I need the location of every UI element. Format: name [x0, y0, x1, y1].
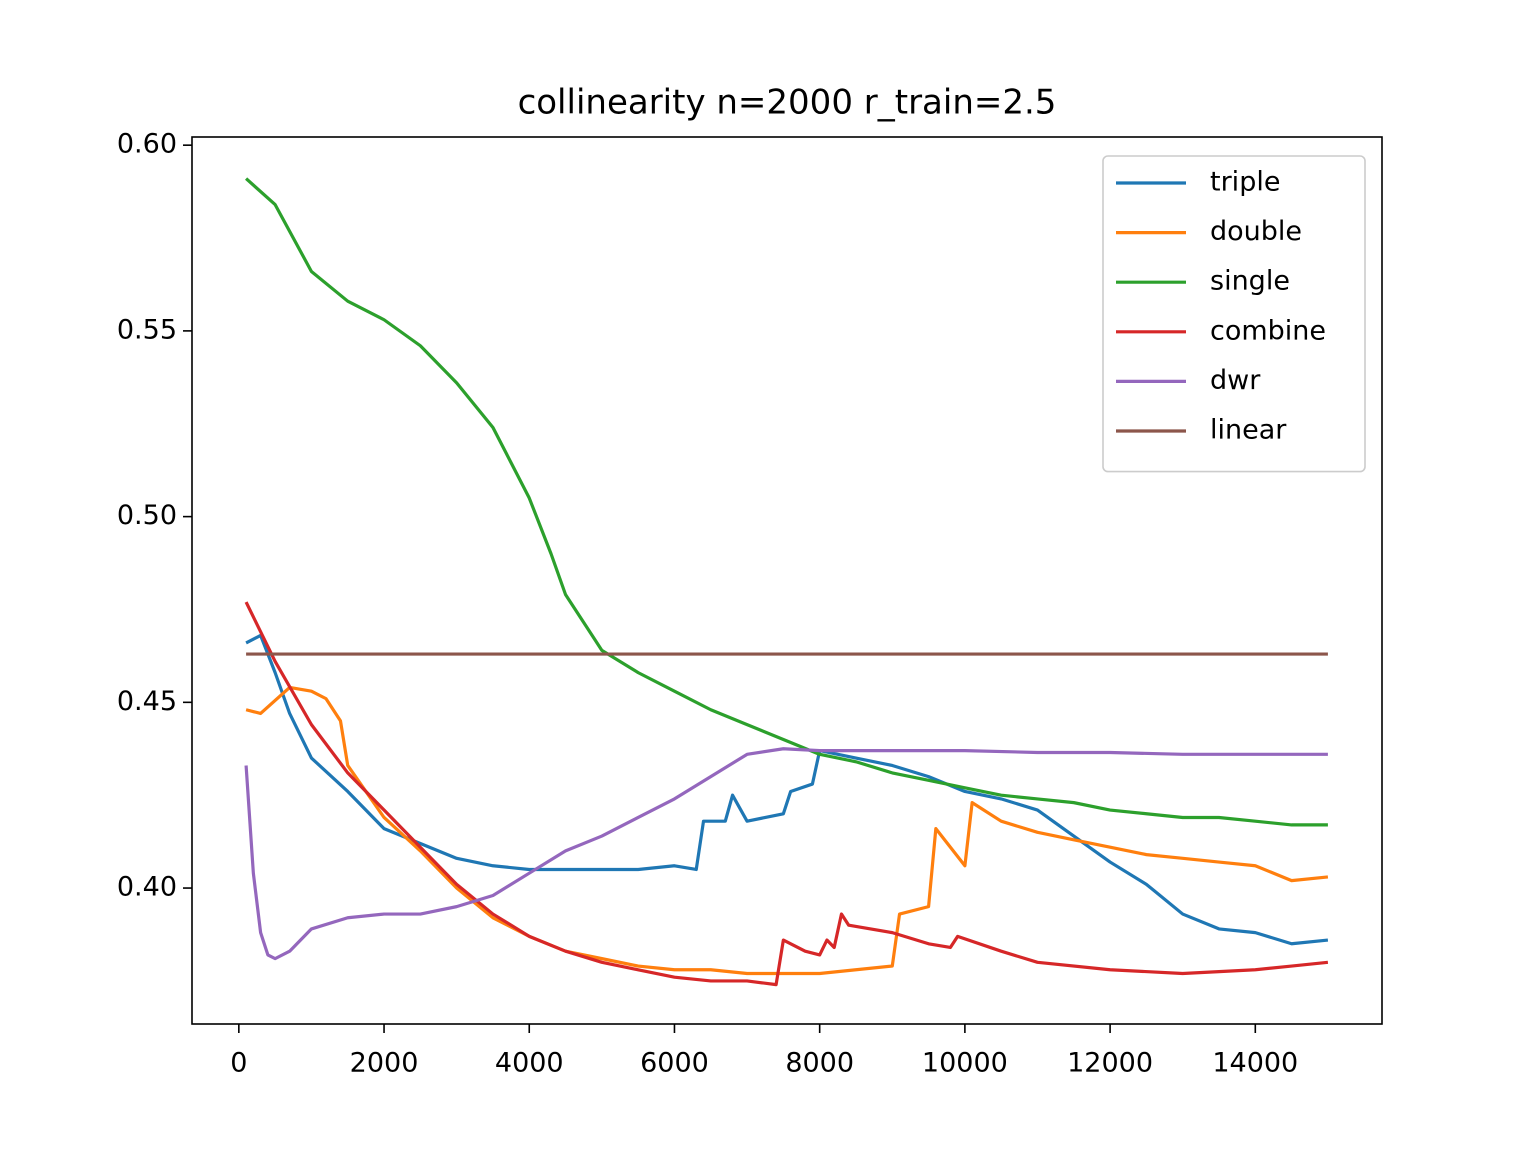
- x-tick-label: 10000: [922, 1048, 1008, 1079]
- legend-label: dwr: [1210, 365, 1261, 396]
- legend-label: linear: [1210, 415, 1287, 446]
- axes-frame: [191, 136, 1383, 1025]
- line-series: [245, 177, 1328, 827]
- x-tick-label: 12000: [1067, 1048, 1153, 1079]
- y-tick-label: 0.50: [117, 500, 177, 531]
- x-tick-label: 8000: [785, 1048, 854, 1079]
- x-tick-label: 14000: [1212, 1048, 1298, 1079]
- x-tick-label: 6000: [640, 1048, 709, 1079]
- legend-label: single: [1210, 266, 1290, 297]
- line-series: [245, 685, 1329, 976]
- line-series: [244, 747, 1328, 961]
- chart-title: collinearity n=2000 r_train=2.5: [518, 83, 1057, 123]
- legend-label: combine: [1210, 315, 1326, 346]
- line-series: [244, 601, 1329, 987]
- legend-box: [1102, 155, 1366, 473]
- y-tick-label: 0.45: [117, 686, 177, 717]
- x-tick-label: 0: [230, 1048, 247, 1079]
- y-tick-label: 0.55: [117, 314, 177, 345]
- legend-label: triple: [1210, 167, 1280, 198]
- legend-label: double: [1210, 216, 1302, 247]
- line-series: [245, 633, 1329, 946]
- x-tick-label: 2000: [350, 1048, 419, 1079]
- x-tick-label: 4000: [495, 1048, 564, 1079]
- y-tick-label: 0.40: [117, 872, 177, 903]
- y-tick-label: 0.60: [117, 129, 177, 160]
